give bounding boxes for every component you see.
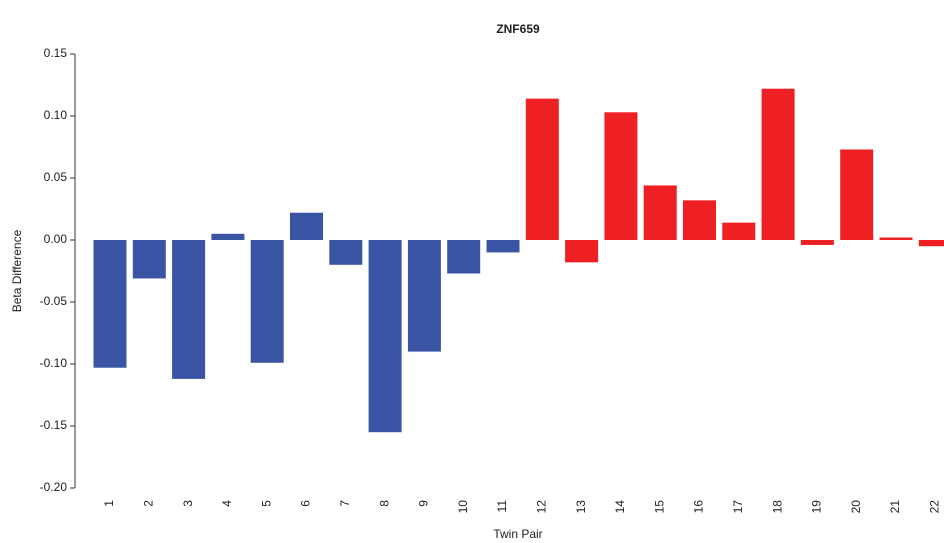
chart-title: ZNF659: [496, 22, 540, 36]
x-tick-label: 2: [141, 500, 155, 507]
bar: [211, 233, 245, 240]
x-tick-label: 13: [574, 500, 588, 514]
x-tick-label: 3: [181, 500, 195, 507]
bar: [565, 240, 599, 263]
y-tick-label: -0.15: [40, 418, 68, 432]
x-tick-label: 5: [259, 500, 273, 507]
bar: [329, 240, 363, 265]
bar: [368, 240, 402, 433]
x-tick-label: 18: [770, 500, 784, 514]
x-axis-label: Twin Pair: [493, 527, 542, 541]
bar: [525, 98, 559, 240]
x-tick-label: 4: [220, 500, 234, 507]
bar: [840, 149, 874, 240]
bar: [447, 240, 481, 274]
x-tick-label: 16: [692, 500, 706, 514]
x-tick-label: 6: [299, 500, 313, 507]
bar: [250, 240, 284, 363]
x-tick-label: 17: [731, 500, 745, 514]
y-tick-label: 0.10: [44, 108, 68, 122]
bar: [93, 240, 127, 368]
x-tick-label: 8: [377, 500, 391, 507]
x-tick-label: 15: [652, 500, 666, 514]
y-tick-label: 0.15: [44, 46, 68, 60]
x-tick-label: 21: [888, 500, 902, 514]
bar: [918, 240, 944, 247]
bar: [643, 185, 677, 240]
bar: [290, 212, 323, 240]
y-tick-label: 0.00: [44, 232, 68, 246]
bar: [604, 112, 638, 240]
y-tick-label: -0.10: [40, 356, 68, 370]
bar: [172, 240, 206, 379]
x-tick-label: 7: [338, 500, 352, 507]
bar: [879, 237, 913, 240]
x-tick-label: 14: [613, 500, 627, 514]
y-tick-label: -0.05: [40, 294, 68, 308]
x-tick-label: 11: [495, 500, 509, 513]
x-tick-label: 9: [417, 500, 431, 507]
x-tick-label: 19: [810, 500, 824, 514]
y-tick-label: -0.20: [40, 480, 68, 494]
bar: [683, 200, 716, 240]
x-tick-label: 10: [456, 500, 470, 514]
x-tick-label: 1: [102, 500, 116, 507]
bar: [486, 240, 520, 253]
x-tick-label: 12: [534, 500, 548, 514]
bar: [761, 88, 795, 240]
x-tick-label: 22: [927, 500, 941, 514]
bar: [407, 240, 441, 352]
bar: [132, 240, 166, 279]
y-axis-label: Beta Difference: [10, 229, 24, 312]
x-tick-label: 20: [849, 500, 863, 514]
bar: [800, 240, 834, 245]
bar: [722, 222, 756, 240]
y-tick-label: 0.05: [44, 170, 68, 184]
